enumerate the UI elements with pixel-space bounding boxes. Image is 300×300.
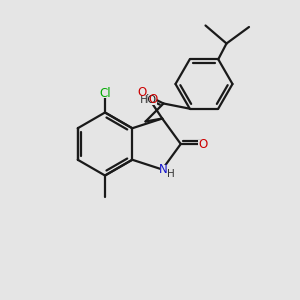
Text: N: N <box>159 163 168 176</box>
Text: H: H <box>140 95 148 105</box>
Text: O: O <box>138 86 147 100</box>
Text: HO: HO <box>140 95 157 105</box>
Text: Cl: Cl <box>99 87 111 101</box>
Text: O: O <box>149 93 158 106</box>
FancyBboxPatch shape <box>139 95 157 105</box>
Text: H: H <box>167 169 175 179</box>
FancyBboxPatch shape <box>140 96 156 104</box>
FancyBboxPatch shape <box>98 90 112 98</box>
FancyBboxPatch shape <box>138 89 147 97</box>
FancyBboxPatch shape <box>199 140 208 148</box>
Text: O: O <box>199 137 208 151</box>
FancyBboxPatch shape <box>160 165 168 174</box>
